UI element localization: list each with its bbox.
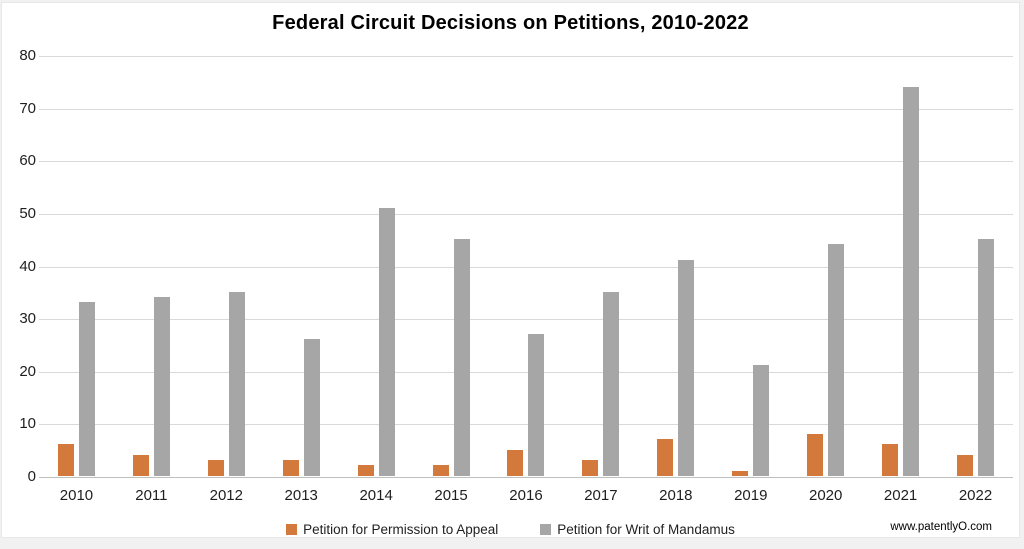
y-tick-label-50: 50: [19, 204, 36, 222]
bar-2015-petition-for-permission-to-appeal: [432, 465, 449, 476]
bar-2019-petition-for-permission-to-appeal: [732, 471, 749, 476]
chart-title: Federal Circuit Decisions on Petitions, …: [272, 12, 749, 34]
x-axis: 2010 2011 2012 2013 2014 2015 2016 2017 2018 2019…: [39, 487, 1013, 507]
bar-group-2015: [414, 55, 489, 476]
x-tick-label-2021: 2021: [883, 487, 918, 504]
x-tick-label-2016: 2016: [509, 487, 543, 504]
bar-group-2013: [264, 55, 339, 476]
bar-2017-petition-for-permission-to-appeal: [582, 460, 599, 476]
gridline-20: [39, 371, 1013, 373]
x-tick-label-2011: 2011: [135, 487, 168, 504]
gridline-30: [39, 319, 1013, 321]
bar-2014-petition-for-permission-to-appeal: [357, 465, 374, 476]
bar-2021-petition-for-permission-to-appeal: [882, 444, 899, 476]
x-tick-label-2014: 2014: [359, 487, 393, 504]
x-tick-label-2013: 2013: [284, 487, 318, 504]
gridline-0: [39, 477, 1013, 478]
bar-group-2019: [713, 55, 788, 476]
bar-2018-petition-for-permission-to-appeal: [657, 439, 674, 476]
y-tick-label-70: 70: [19, 99, 36, 117]
bar-group-2017: [563, 55, 638, 476]
bar-2021-petition-for-writ-of-mandamus: [903, 87, 920, 476]
x-tick-label-2010: 2010: [59, 487, 94, 504]
bar-groups: [39, 55, 1013, 476]
chart-card: Federal Circuit Decisions on Petitions, …: [1, 2, 1020, 538]
bar-2011-petition-for-writ-of-mandamus: [153, 297, 170, 476]
bar-2012-petition-for-permission-to-appeal: [207, 460, 224, 476]
bar-group-2022: [938, 55, 1013, 476]
bar-2010-petition-for-permission-to-appeal: [57, 444, 74, 476]
x-tick-label-2018: 2018: [659, 487, 693, 504]
x-tick-label-2012: 2012: [209, 487, 243, 504]
y-tick-label-10: 10: [19, 415, 36, 433]
bar-group-2010: [39, 55, 114, 476]
gridline-50: [39, 213, 1013, 215]
y-tick-label-40: 40: [19, 257, 36, 275]
bar-group-2014: [339, 55, 414, 476]
bar-2018-petition-for-writ-of-mandamus: [678, 260, 695, 476]
legend-swatch-icon: [540, 523, 552, 535]
x-tick-label-2022: 2022: [958, 487, 993, 504]
gridline-60: [39, 161, 1013, 163]
bar-2016-petition-for-writ-of-mandamus: [528, 334, 545, 476]
y-tick-label-20: 20: [19, 362, 36, 380]
legend-label: Petition for Permission to Appeal: [303, 521, 499, 537]
x-tick-label-2020: 2020: [808, 487, 843, 504]
bar-2015-petition-for-writ-of-mandamus: [453, 239, 470, 476]
bar-2012-petition-for-writ-of-mandamus: [228, 292, 245, 476]
bar-2014-petition-for-writ-of-mandamus: [378, 208, 395, 476]
gridline-70: [39, 108, 1013, 110]
bar-2020-petition-for-permission-to-appeal: [807, 434, 824, 476]
bar-2013-petition-for-permission-to-appeal: [282, 460, 299, 476]
legend: Petition for Permission to Appeal Petitio…: [2, 519, 1019, 539]
bar-2020-petition-for-writ-of-mandamus: [828, 244, 845, 476]
bar-2016-petition-for-permission-to-appeal: [507, 450, 524, 476]
legend-label: Petition for Writ of Mandamus: [557, 521, 735, 537]
bar-group-2021: [863, 55, 938, 476]
plot-area: [39, 55, 1013, 478]
bar-2022-petition-for-writ-of-mandamus: [978, 239, 995, 476]
y-tick-label-80: 80: [19, 47, 36, 64]
bar-2013-petition-for-writ-of-mandamus: [303, 339, 320, 476]
bar-2011-petition-for-permission-to-appeal: [132, 455, 149, 476]
x-tick-label-2015: 2015: [434, 487, 468, 504]
legend-item-petition-for-writ-of-mandamus: Petition for Writ of Mandamus: [540, 522, 735, 537]
bar-group-2011: [114, 55, 189, 476]
gridline-40: [39, 266, 1013, 268]
y-tick-label-0: 0: [27, 468, 36, 485]
gridline-10: [39, 424, 1013, 426]
gridline-80: [39, 56, 1013, 57]
watermark-text: www.patentlyO.com: [890, 521, 992, 533]
y-tick-label-30: 30: [19, 310, 36, 328]
x-tick-label-2019: 2019: [734, 487, 768, 504]
bar-group-2020: [788, 55, 863, 476]
legend-swatch-icon: [286, 523, 298, 535]
bar-2010-petition-for-writ-of-mandamus: [78, 302, 95, 476]
legend-item-petition-for-permission-to-appeal: Petition for Permission to Appeal: [286, 522, 498, 537]
bar-2019-petition-for-writ-of-mandamus: [753, 365, 770, 476]
bar-2017-petition-for-writ-of-mandamus: [603, 292, 620, 476]
bar-group-2016: [489, 55, 564, 476]
bar-2022-petition-for-permission-to-appeal: [957, 455, 974, 476]
bar-group-2012: [189, 55, 264, 476]
y-tick-label-60: 60: [19, 152, 36, 170]
bar-group-2018: [638, 55, 713, 476]
x-tick-label-2017: 2017: [584, 487, 618, 504]
